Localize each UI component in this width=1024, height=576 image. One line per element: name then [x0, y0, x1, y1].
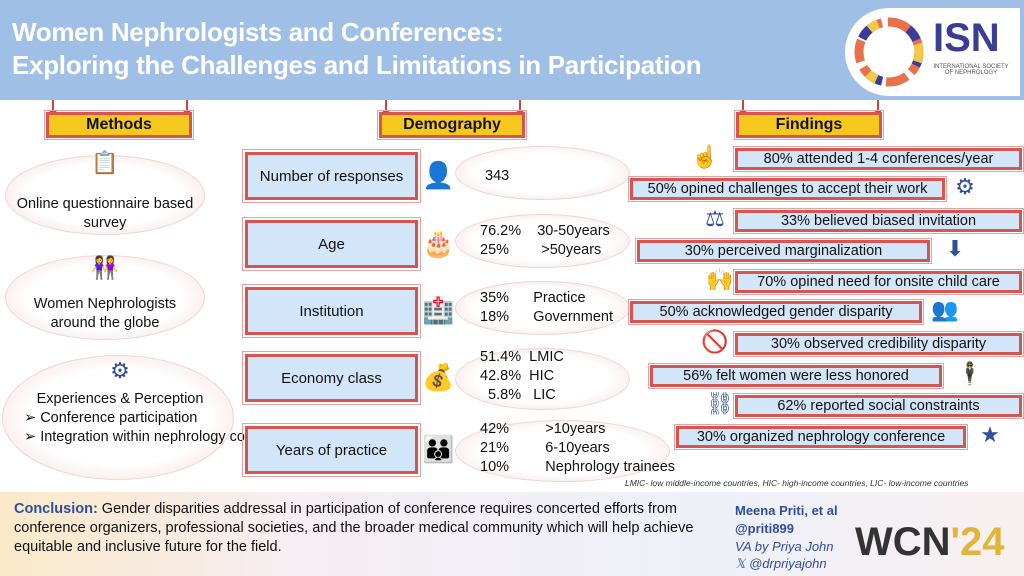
man-tie-icon: 🕴 [956, 361, 984, 386]
hospital-icon: 🏥 [422, 295, 455, 325]
methods-heading: Methods [44, 110, 194, 140]
bullet-item: ➢ Conference participation [24, 410, 198, 426]
finding-box: 62% reported social constraints [733, 393, 1024, 419]
demography-value: 76.2% 30-50years 25% >50years [480, 223, 610, 258]
balance-question-icon: ⚖ [705, 206, 725, 231]
bullet-item: ➢ Integration within nephrology communit… [24, 429, 300, 445]
finding-box: 56% felt women were less honored [648, 363, 944, 389]
child-hands-icon: 🙌 [706, 267, 734, 292]
demography-value-ellipse [455, 348, 630, 410]
isn-logo: ISN INTERNATIONAL SOCIETY OF NEPHROLOGY [845, 8, 1020, 96]
author-handle[interactable]: @priti899 [735, 521, 794, 536]
demography-label-box: Institution [242, 284, 421, 338]
footer-band [0, 492, 1024, 576]
climb-gear-icon: ⚙ [955, 174, 975, 199]
method-ellipse [2, 355, 234, 480]
demography-value: 42% >10years 21% 6-10years 10% Nephrolog… [480, 421, 676, 475]
group-icon: 👪 [422, 434, 455, 464]
demography-label-box: Years of practice [242, 423, 421, 477]
findings-heading: Findings [734, 110, 884, 140]
cake-icon: 🎂 [422, 228, 455, 258]
person-star-icon: ★ [980, 422, 1000, 447]
demography-value-ellipse [455, 214, 630, 268]
demography-heading: Demography [377, 110, 527, 140]
method-text: Women Nephrologists around the globe [33, 296, 177, 331]
women-icon: 👭 [91, 255, 119, 280]
x-icon: 𝕏 [735, 556, 750, 571]
handcuffs-icon: ⛓ [706, 391, 734, 416]
method-ellipse [5, 255, 205, 340]
demography-label-box: Economy class [242, 351, 421, 405]
couple-icon: 👥 [931, 297, 959, 322]
demography-value: 343 [485, 168, 510, 184]
isn-ring-icon [854, 17, 924, 87]
finding-box: 30% perceived marginalization [635, 238, 932, 264]
title-line-1: Women Nephrologists and Conferences: [12, 17, 504, 47]
speech-person-icon: 👤 [422, 160, 455, 190]
finding-box: 30% observed credibility disparity [733, 331, 1024, 357]
demography-value: 51.4% LMIC 42.8% HIC 5.8% LIC [480, 349, 564, 403]
method-text: Experiences & Perception [36, 391, 204, 407]
method-text: Online questionnaire based survey [16, 196, 194, 231]
demography-value-ellipse [455, 146, 630, 200]
demography-value: 35% Practice 18% Government [480, 290, 613, 325]
finding-box: 80% attended 1-4 conferences/year [733, 146, 1024, 172]
isn-text: ISN [933, 16, 1000, 60]
finding-box: 50% opined challenges to accept their wo… [628, 176, 947, 202]
finding-box: 70% opined need for onsite child care [733, 269, 1024, 295]
demography-label-box: Number of responses [242, 149, 421, 203]
conclusion: Conclusion: Gender disparities addressal… [14, 501, 694, 555]
demography-value-ellipse [455, 281, 630, 335]
va-credit: VA by Priya John [735, 539, 834, 554]
woman-no-icon: 🚫 [701, 329, 729, 354]
demography-label: Economy class [281, 369, 382, 387]
demography-label: Years of practice [275, 441, 388, 459]
author-name: Meena Priti, et al [735, 503, 838, 518]
demography-label: Number of responses [259, 167, 404, 185]
money-hand-icon: 💰 [422, 362, 455, 392]
down-arrow-icon: ⬇ [945, 236, 965, 261]
demography-value-ellipse [455, 420, 670, 482]
title-line-2: Exploring the Challenges and Limitations… [12, 50, 702, 80]
x-handle[interactable]: 𝕏 @drpriyajohn [735, 556, 827, 571]
questionnaire-icon: 📋 [91, 150, 119, 175]
finding-box: 50% acknowledged gender disparity [628, 299, 924, 325]
demography-label-box: Age [242, 217, 421, 271]
demography-label: Institution [299, 302, 364, 320]
demography-label: Age [318, 235, 345, 253]
footnote: LMIC- low middle-income countries, HIC- … [625, 478, 969, 488]
method-bullets: ➢ Conference participation ➢ Integration… [24, 409, 300, 447]
wcn-logo: WCN'24 [855, 520, 1005, 564]
pointer-icon: ☝ [691, 144, 719, 169]
method-ellipse [5, 155, 205, 235]
isn-subtitle: INTERNATIONAL SOCIETY OF NEPHROLOGY [933, 64, 1009, 76]
finding-box: 30% organized nephrology conference [674, 424, 968, 450]
network-icon: ⚙ [110, 358, 130, 383]
finding-box: 33% believed biased invitation [733, 208, 1024, 234]
